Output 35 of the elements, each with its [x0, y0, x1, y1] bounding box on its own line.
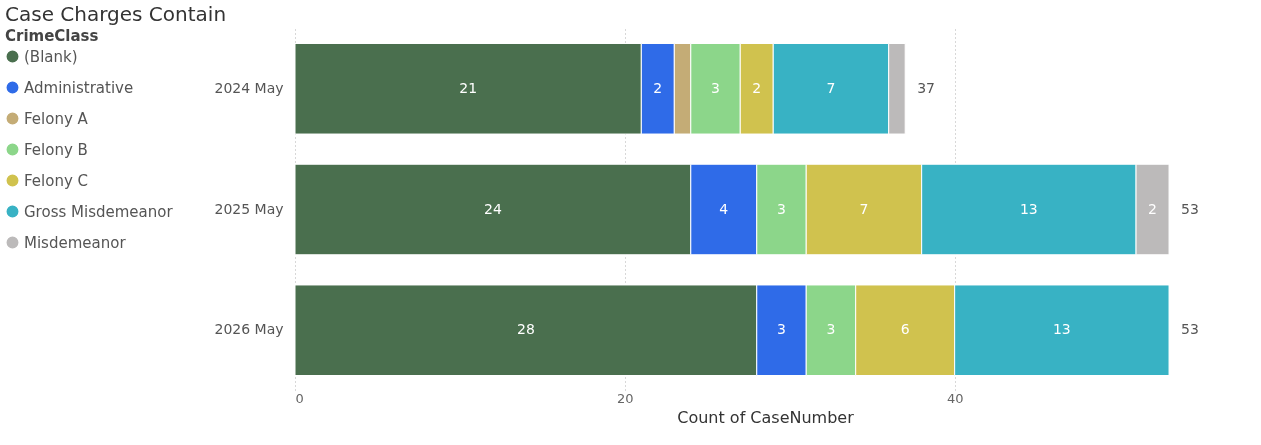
legend-label: Felony B	[24, 140, 88, 159]
data-label: 6	[900, 321, 910, 338]
total-label: 53	[1181, 321, 1199, 338]
x-tick-label: 0	[295, 390, 304, 406]
x-tick-label: 40	[946, 390, 964, 406]
legend-label: Misdemeanor	[24, 233, 127, 252]
data-label: 3	[711, 79, 720, 96]
legend-label: Felony C	[24, 171, 89, 190]
x-tick-label: 20	[617, 390, 634, 406]
legend-label: (Blank)	[24, 47, 78, 66]
legend-label: Gross Misdemeanor	[24, 202, 174, 221]
data-label: 7	[859, 200, 869, 217]
data-label: 3	[777, 321, 786, 338]
total-label: 53	[1181, 200, 1199, 217]
data-label: 2	[1148, 200, 1157, 217]
data-label: 7	[826, 79, 836, 96]
x-axis-title: Count of CaseNumber	[677, 407, 855, 427]
data-label: 2	[752, 79, 762, 96]
data-label: 3	[826, 321, 836, 338]
y-tick-label: 2024 May	[214, 79, 284, 96]
y-tick-label: 2025 May	[214, 200, 284, 217]
data-label: 21	[459, 79, 478, 96]
data-label: 2	[653, 79, 663, 96]
data-label: 13	[1019, 200, 1038, 217]
legend-label: Felony A	[24, 109, 89, 128]
legend-title: CrimeClass	[5, 27, 99, 45]
y-tick-label: 2026 May	[214, 321, 284, 338]
data-label: 28	[516, 321, 535, 338]
data-label: 4	[719, 200, 729, 217]
data-label: 24	[483, 200, 502, 217]
text: Case Charges Contain	[5, 2, 227, 26]
total-label: 37	[917, 79, 935, 96]
data-label: 3	[777, 200, 786, 217]
legend-label: Administrative	[24, 78, 134, 97]
data-label: 13	[1052, 321, 1071, 338]
